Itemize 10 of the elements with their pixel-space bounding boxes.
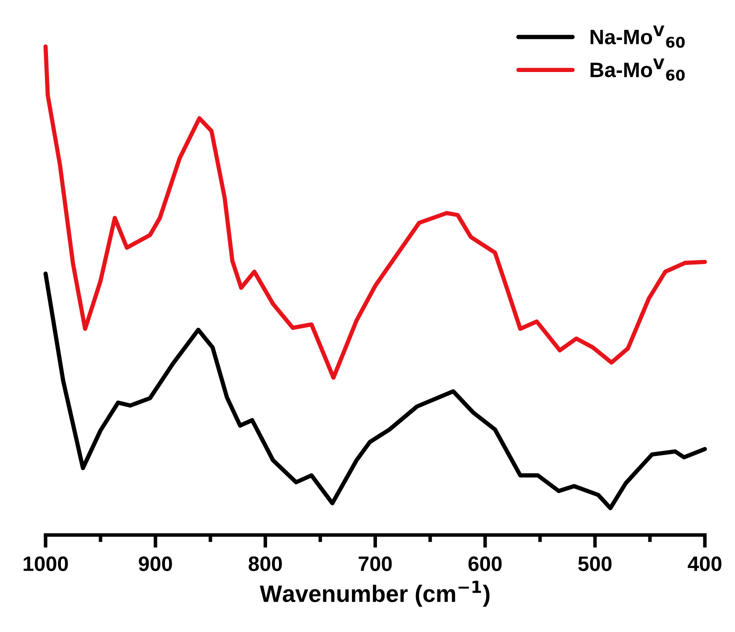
- x-tick-label: 700: [358, 556, 392, 572]
- x-tick-label: 600: [468, 556, 502, 572]
- x-axis-title: Wavenumber (cm$^{−1}$): [260, 580, 490, 607]
- legend-label: Na-Mo$^{V}$$_{60}$: [590, 26, 685, 48]
- legend-label: Ba-Mo$^{V}$$_{60}$: [590, 58, 685, 81]
- x-tick-label: 1000: [24, 556, 68, 572]
- x-tick-label: 900: [138, 556, 172, 572]
- x-tick-label: 500: [578, 556, 612, 572]
- x-tick-label: 800: [248, 556, 282, 572]
- x-tick-label: 400: [688, 556, 722, 572]
